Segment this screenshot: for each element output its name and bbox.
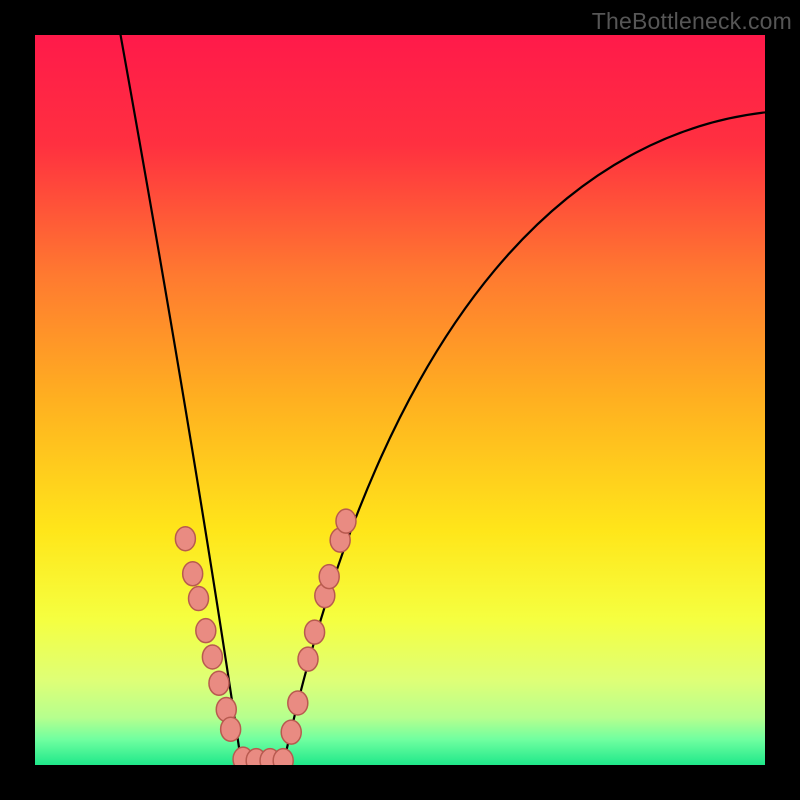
data-marker [336, 509, 356, 533]
data-marker [196, 619, 216, 643]
gradient-background [35, 35, 765, 765]
data-marker [202, 645, 222, 669]
data-marker [221, 717, 241, 741]
data-marker [183, 562, 203, 586]
watermark-text: TheBottleneck.com [592, 8, 792, 35]
frame-border-bottom [0, 765, 800, 800]
data-marker [175, 527, 195, 551]
data-marker [209, 671, 229, 695]
data-marker [298, 647, 318, 671]
data-marker [319, 565, 339, 589]
frame-border-left [0, 0, 35, 800]
data-marker [305, 620, 325, 644]
data-marker [189, 587, 209, 611]
data-marker [281, 720, 301, 744]
data-marker [288, 691, 308, 715]
frame-border-right [765, 0, 800, 800]
